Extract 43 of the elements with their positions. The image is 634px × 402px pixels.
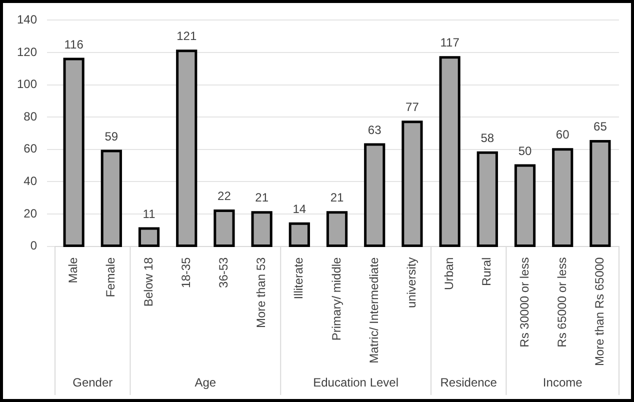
x-tick-label: Primary/ middle bbox=[329, 256, 344, 341]
data-label: 59 bbox=[104, 129, 118, 144]
x-tick-label: 36-53 bbox=[216, 256, 231, 288]
x-tick-label: More than 53 bbox=[254, 256, 268, 328]
text: Gender bbox=[72, 375, 113, 390]
y-tick-label: 40 bbox=[24, 174, 38, 188]
y-tick-label: 80 bbox=[24, 109, 38, 124]
x-tick-label: Below 18 bbox=[141, 256, 156, 307]
data-label: 58 bbox=[480, 130, 494, 145]
data-label: 22 bbox=[218, 189, 232, 204]
text: Education Level bbox=[313, 375, 399, 390]
x-tick-label: More than Rs 65000 bbox=[592, 256, 607, 366]
data-label: 77 bbox=[406, 100, 420, 114]
x-tick-label: Female bbox=[104, 256, 118, 298]
y-tick-label: 100 bbox=[16, 77, 38, 92]
text: Income bbox=[542, 375, 583, 390]
data-label: 21 bbox=[330, 190, 344, 205]
text: Residence bbox=[440, 375, 498, 390]
data-label: 117 bbox=[440, 36, 460, 50]
text: Age bbox=[194, 375, 216, 390]
y-tick-label: 20 bbox=[24, 206, 38, 220]
data-label: 65 bbox=[594, 120, 608, 134]
x-tick-label: Illiterate bbox=[292, 256, 306, 300]
y-tick-label: 120 bbox=[16, 44, 38, 59]
data-label: 11 bbox=[142, 206, 156, 221]
data-label: 116 bbox=[64, 37, 84, 52]
x-tick-label: Rs 30000 or less bbox=[517, 257, 532, 348]
x-tick-label: Rs 65000 or less bbox=[554, 257, 569, 348]
data-label: 14 bbox=[292, 202, 306, 216]
y-tick-label: 0 bbox=[30, 238, 38, 253]
x-tick-label: Urban bbox=[442, 257, 456, 290]
data-label: 63 bbox=[368, 122, 382, 137]
data-label: 60 bbox=[556, 128, 570, 142]
x-tick-label: Rural bbox=[480, 257, 494, 286]
x-tick-label: Matric/ Intermediate bbox=[366, 256, 381, 364]
data-label: 21 bbox=[255, 190, 269, 205]
x-tick-label: university bbox=[404, 257, 419, 308]
x-tick-label: 18-35 bbox=[178, 256, 193, 288]
y-tick-label: 140 bbox=[16, 12, 38, 27]
x-tick-label: Male bbox=[66, 256, 80, 284]
y-tick-label: 60 bbox=[24, 142, 38, 156]
data-label: 50 bbox=[518, 144, 532, 158]
data-label: 121 bbox=[176, 29, 197, 44]
